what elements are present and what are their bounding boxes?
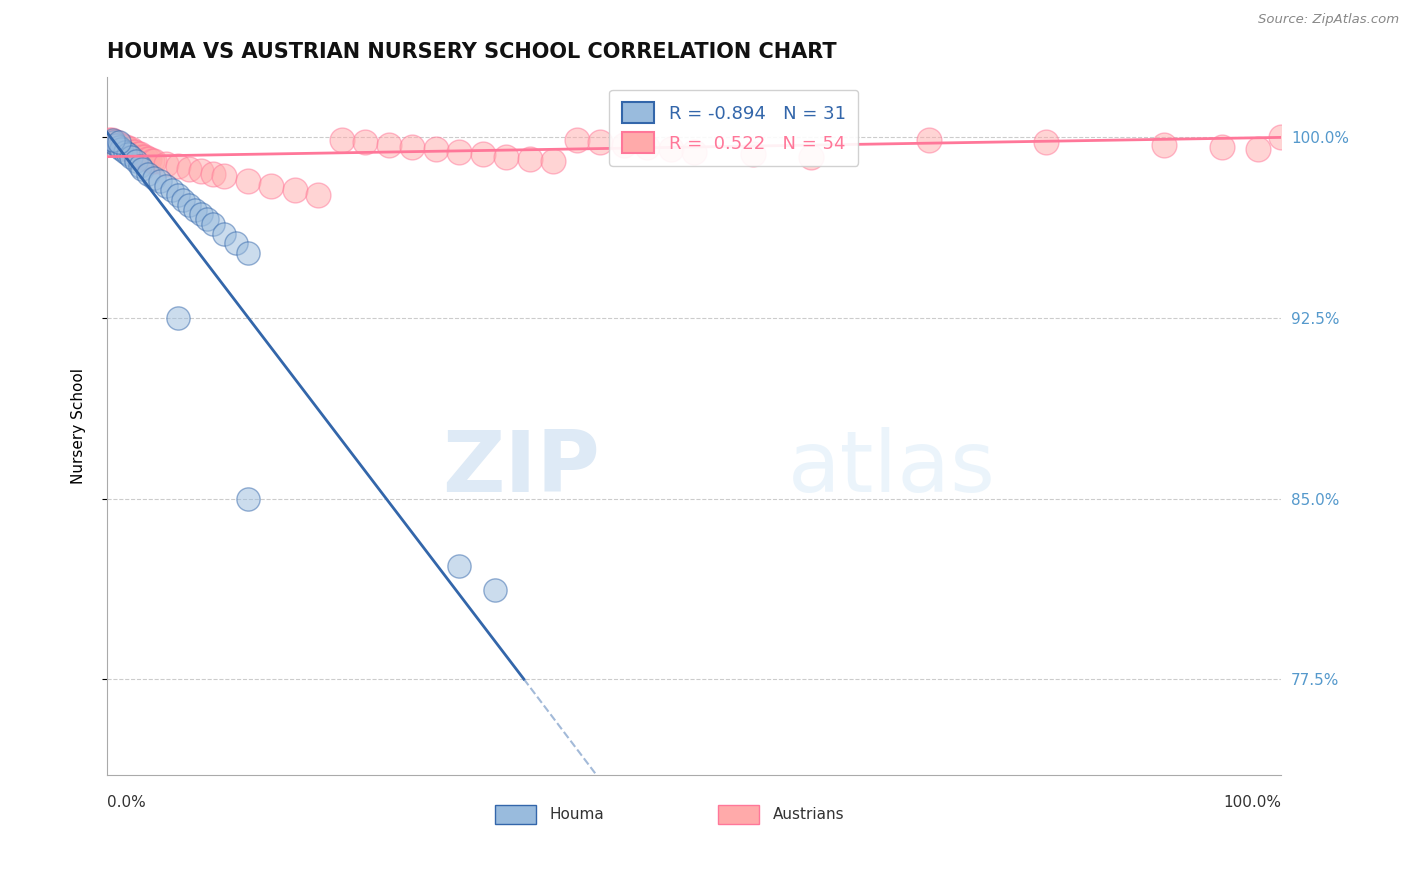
- Point: [214, 227, 236, 241]
- Text: atlas: atlas: [787, 426, 995, 509]
- Point: [172, 193, 194, 207]
- Y-axis label: Nursery School: Nursery School: [72, 368, 86, 484]
- Point: [127, 147, 149, 161]
- Point: [330, 133, 353, 147]
- Point: [138, 152, 160, 166]
- Point: [108, 140, 131, 154]
- Point: [110, 137, 132, 152]
- Point: [143, 154, 166, 169]
- Point: [117, 143, 139, 157]
- Point: [401, 140, 423, 154]
- Point: [120, 150, 142, 164]
- Point: [134, 150, 156, 164]
- Point: [636, 140, 658, 154]
- Point: [354, 135, 377, 149]
- Point: [98, 133, 121, 147]
- Point: [495, 150, 517, 164]
- Point: [236, 246, 259, 260]
- Point: [124, 145, 146, 159]
- Point: [201, 167, 224, 181]
- Point: [112, 140, 135, 154]
- Point: [471, 147, 494, 161]
- Point: [425, 143, 447, 157]
- Point: [117, 147, 139, 161]
- Point: [166, 159, 188, 173]
- Text: ZIP: ZIP: [443, 426, 600, 509]
- Point: [131, 161, 153, 176]
- Point: [184, 202, 207, 217]
- Point: [449, 558, 471, 573]
- Point: [115, 140, 138, 154]
- Point: [378, 137, 401, 152]
- Point: [307, 188, 329, 202]
- Point: [179, 198, 201, 212]
- Text: 100.0%: 100.0%: [1223, 795, 1281, 810]
- Point: [201, 217, 224, 231]
- Point: [260, 178, 283, 193]
- Point: [101, 133, 124, 147]
- Point: [125, 154, 148, 169]
- Point: [108, 135, 131, 149]
- Point: [1270, 130, 1292, 145]
- Point: [449, 145, 471, 159]
- Point: [129, 147, 152, 161]
- Point: [1035, 135, 1057, 149]
- Point: [613, 137, 636, 152]
- Point: [129, 159, 152, 173]
- Point: [236, 174, 259, 188]
- Point: [131, 150, 153, 164]
- Point: [741, 147, 763, 161]
- Point: [155, 157, 177, 171]
- Text: Houma: Houma: [550, 807, 605, 822]
- FancyBboxPatch shape: [717, 805, 759, 824]
- Point: [225, 236, 247, 251]
- Point: [103, 135, 125, 149]
- Point: [136, 167, 159, 181]
- Legend: R = -0.894   N = 31, R =  0.522   N = 54: R = -0.894 N = 31, R = 0.522 N = 54: [609, 90, 859, 166]
- Point: [155, 178, 177, 193]
- Point: [800, 150, 823, 164]
- Point: [105, 135, 128, 149]
- Text: 0.0%: 0.0%: [107, 795, 146, 810]
- Point: [484, 582, 506, 597]
- Point: [683, 145, 706, 159]
- Point: [284, 183, 307, 197]
- Point: [122, 145, 145, 159]
- Point: [214, 169, 236, 183]
- Point: [166, 310, 188, 325]
- FancyBboxPatch shape: [495, 805, 536, 824]
- Point: [918, 133, 941, 147]
- Point: [141, 154, 163, 169]
- Point: [659, 143, 682, 157]
- Point: [160, 183, 183, 197]
- Point: [589, 135, 612, 149]
- Text: HOUMA VS AUSTRIAN NURSERY SCHOOL CORRELATION CHART: HOUMA VS AUSTRIAN NURSERY SCHOOL CORRELA…: [107, 42, 837, 62]
- Point: [195, 212, 218, 227]
- Point: [114, 145, 136, 159]
- Point: [108, 137, 131, 152]
- Point: [190, 207, 212, 221]
- Point: [101, 135, 124, 149]
- Point: [166, 188, 188, 202]
- Point: [1246, 143, 1268, 157]
- Point: [1153, 137, 1175, 152]
- Text: Austrians: Austrians: [773, 807, 845, 822]
- Point: [190, 164, 212, 178]
- Point: [179, 161, 201, 176]
- Point: [519, 152, 541, 166]
- Text: Source: ZipAtlas.com: Source: ZipAtlas.com: [1258, 13, 1399, 27]
- Point: [143, 171, 166, 186]
- Point: [136, 152, 159, 166]
- Point: [541, 154, 564, 169]
- Point: [100, 133, 122, 147]
- Point: [120, 143, 142, 157]
- Point: [1211, 140, 1233, 154]
- Point: [236, 491, 259, 506]
- Point: [565, 133, 588, 147]
- Point: [105, 137, 128, 152]
- Point: [149, 174, 172, 188]
- Point: [110, 143, 132, 157]
